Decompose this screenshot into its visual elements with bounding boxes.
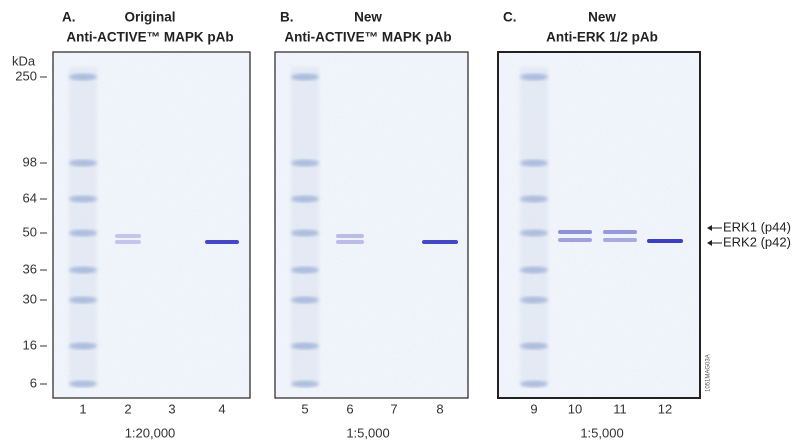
ladder-band <box>69 195 97 203</box>
panel-title: New <box>588 10 616 25</box>
ladder-band <box>69 266 97 274</box>
protein-band <box>558 238 592 242</box>
marker-label: 50 <box>23 224 37 239</box>
ladder-band <box>69 229 97 237</box>
lane-label: 7 <box>390 401 397 416</box>
protein-band <box>205 240 239 244</box>
ladder-band <box>520 342 548 350</box>
protein-band <box>647 239 683 243</box>
panel-title: New <box>354 10 382 25</box>
protein-band <box>422 240 458 244</box>
marker-label: 30 <box>23 291 37 306</box>
protein-band <box>336 240 364 244</box>
protein-band <box>603 230 637 234</box>
ladder-smear <box>291 67 319 383</box>
ladder-band <box>520 229 548 237</box>
panel-title: Anti-ACTIVE™ MAPK pAb <box>66 30 233 45</box>
ladder-band <box>291 380 319 388</box>
panel-title: Anti-ERK 1/2 pAb <box>546 30 658 45</box>
ladder-band <box>69 159 97 167</box>
dilution-label: 1:20,000 <box>125 425 176 440</box>
lane-label: 9 <box>530 401 537 416</box>
lane-label: 10 <box>568 401 582 416</box>
ladder-band <box>520 195 548 203</box>
marker-label: 64 <box>23 190 37 205</box>
ladder-band <box>69 296 97 304</box>
panel-letter: B. <box>280 10 294 25</box>
panel-letter: A. <box>62 10 76 25</box>
marker-label: 6 <box>30 375 37 390</box>
protein-band <box>115 240 141 244</box>
blot-frame <box>274 51 469 399</box>
lane-label: 1 <box>79 401 86 416</box>
protein-band <box>558 230 592 234</box>
ladder-band <box>520 380 548 388</box>
figure-code: 1051MAG03A <box>706 354 712 392</box>
protein-band <box>603 238 637 242</box>
lane-label: 12 <box>658 401 672 416</box>
ladder-band <box>520 266 548 274</box>
panel-title: Original <box>124 10 175 25</box>
protein-band <box>115 234 141 238</box>
ladder-smear <box>520 67 548 383</box>
ladder-band <box>520 296 548 304</box>
marker-label: 36 <box>23 261 37 276</box>
ladder-band <box>520 73 548 81</box>
lane-label: 8 <box>436 401 443 416</box>
lane-label: 5 <box>301 401 308 416</box>
lane-label: 2 <box>124 401 131 416</box>
marker-label: 16 <box>23 337 37 352</box>
ladder-band <box>291 73 319 81</box>
ladder-smear <box>69 67 97 383</box>
marker-label: 250 <box>15 68 37 83</box>
ladder-band <box>291 159 319 167</box>
marker-label: 98 <box>23 154 37 169</box>
lane-label: 11 <box>613 401 627 416</box>
arrow-head <box>707 240 712 246</box>
dilution-label: 1:5,000 <box>346 425 389 440</box>
ladder-band <box>291 296 319 304</box>
blot-frame <box>52 51 251 399</box>
ladder-band <box>69 380 97 388</box>
kda-label: kDa <box>12 53 36 68</box>
protein-band <box>336 234 364 238</box>
band-label: ERK2 (p42) <box>723 234 791 249</box>
lane-label: 6 <box>346 401 353 416</box>
lane-label: 3 <box>168 401 175 416</box>
panel-title: Anti-ACTIVE™ MAPK pAb <box>284 30 451 45</box>
dilution-label: 1:5,000 <box>580 425 623 440</box>
ladder-band <box>291 342 319 350</box>
blot-frame <box>497 51 701 399</box>
ladder-band <box>291 229 319 237</box>
lane-label: 4 <box>218 401 225 416</box>
ladder-band <box>520 159 548 167</box>
panel-letter: C. <box>503 10 517 25</box>
ladder-band <box>69 73 97 81</box>
ladder-band <box>291 266 319 274</box>
ladder-band <box>291 195 319 203</box>
ladder-band <box>69 342 97 350</box>
band-label: ERK1 (p44) <box>723 219 791 234</box>
arrow-head <box>707 225 712 231</box>
